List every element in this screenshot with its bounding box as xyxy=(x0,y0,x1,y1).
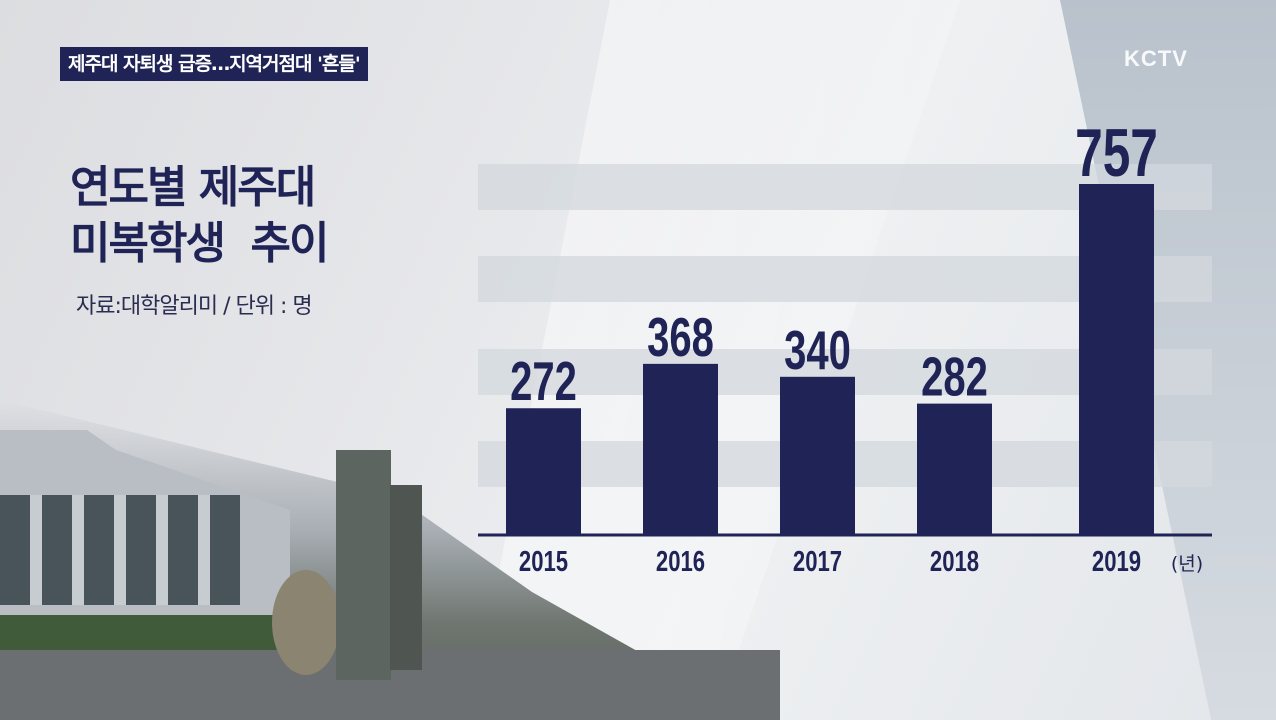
x-tick-label: 2019 xyxy=(1092,546,1141,577)
bar-2015 xyxy=(506,408,581,534)
campus-building-windows xyxy=(0,495,240,605)
hedge xyxy=(0,615,300,655)
bar-2018 xyxy=(917,403,992,534)
x-tick-label: 2018 xyxy=(930,546,979,577)
x-tick-label: 2017 xyxy=(793,546,842,577)
campus-gate xyxy=(390,485,422,670)
source-note: 자료:대학알리미 / 단위 : 명 xyxy=(76,294,313,319)
chart-title-line1: 연도별 제주대 xyxy=(70,162,316,213)
bar-2017 xyxy=(780,376,855,534)
channel-logo: KCTV xyxy=(1124,46,1188,71)
bar-2019 xyxy=(1079,184,1154,534)
chart-title-line2: 미복학생 추이 xyxy=(70,218,330,269)
news-headline: 제주대 자퇴생 급증…지역거점대 '흔들' xyxy=(60,47,368,81)
x-tick-label: 2016 xyxy=(656,546,705,577)
x-tick-label: 2015 xyxy=(519,546,568,577)
campus-gate xyxy=(336,450,391,680)
data-label: 340 xyxy=(784,320,851,382)
x-unit-label: (년) xyxy=(1171,553,1203,575)
data-label: 368 xyxy=(647,307,714,369)
data-label: 272 xyxy=(510,351,577,413)
bar-2016 xyxy=(643,363,718,534)
data-label: 757 xyxy=(1075,114,1158,191)
chart-title: 연도별 제주대 미복학생 추이 xyxy=(70,160,330,272)
stone-monument xyxy=(272,570,340,675)
data-label: 282 xyxy=(921,346,988,408)
